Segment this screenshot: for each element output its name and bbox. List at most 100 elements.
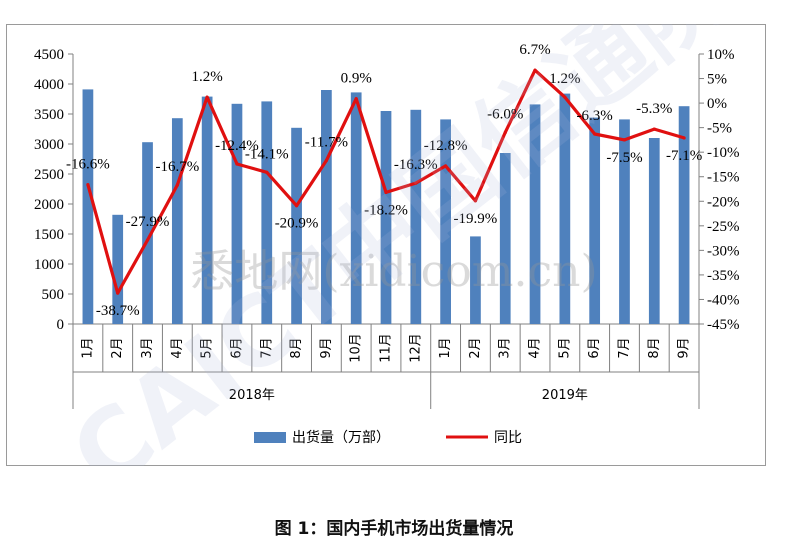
bar-shipments (261, 101, 273, 325)
figure-caption: 图 1：国内手机市场出货量情况 (274, 519, 514, 539)
legend-line-label: 同比 (494, 430, 522, 446)
left-tick-label: 0 (57, 317, 65, 333)
bar-shipments (82, 89, 94, 325)
yoy-data-label: -16.7% (155, 159, 199, 175)
yoy-point (563, 95, 567, 99)
bar-shipments (142, 142, 153, 324)
yoy-data-label: -11.7% (305, 135, 348, 151)
yoy-point (473, 199, 478, 203)
yoy-point (593, 132, 597, 136)
x-tick-label: 12月 (408, 333, 423, 363)
right-tick-label: -5% (707, 121, 732, 137)
right-tick-label: 5% (707, 72, 727, 88)
yoy-data-label: -7.1% (666, 148, 702, 164)
yoy-point (414, 181, 418, 185)
x-tick-label: 11月 (379, 333, 394, 363)
yoy-data-label: -19.9% (454, 211, 498, 227)
x-tick-label: 7月 (617, 337, 632, 358)
bar-shipments (380, 111, 392, 324)
x-tick-label: 8月 (289, 337, 304, 358)
yoy-point (86, 182, 90, 187)
left-tick-label: 3500 (34, 107, 64, 123)
right-tick-label: -45% (707, 317, 740, 333)
x-tick-label: 5月 (200, 337, 215, 358)
right-tick-label: -30% (707, 243, 740, 259)
yoy-data-label: -6.0% (487, 107, 523, 123)
bar-shipments (499, 153, 511, 324)
left-tick-label: 1000 (34, 257, 64, 273)
bar-shipments (350, 92, 362, 325)
x-tick-label: 8月 (647, 337, 662, 358)
x-tick-label: 2月 (468, 337, 483, 358)
right-tick-label: -10% (707, 145, 740, 161)
x-tick-label: 1月 (80, 337, 95, 358)
yoy-point (533, 68, 537, 72)
left-tick-label: 2500 (34, 167, 64, 183)
yoy-data-label: -38.7% (96, 303, 140, 319)
legend-bar-label: 出货量（万部） (292, 429, 390, 446)
yoy-point (622, 138, 627, 142)
yoy-point (444, 164, 448, 168)
yoy-point (205, 95, 209, 99)
left-tick-label: 1500 (34, 227, 64, 243)
yoy-point (324, 158, 328, 163)
x-tick-label: 10月 (349, 333, 364, 363)
yoy-data-label: -27.9% (126, 214, 170, 230)
yoy-data-label: 6.7% (519, 42, 550, 58)
yoy-point (145, 238, 150, 242)
x-tick-label: 6月 (229, 337, 244, 358)
x-tick-label: 3月 (498, 337, 513, 358)
right-tick-label: -35% (707, 268, 740, 284)
chart-frame: 0 500 1000 1500 2000 2500 3000 3500 4000 4500 -45%… (6, 24, 766, 466)
x-tick-label: 2月 (110, 337, 125, 358)
left-tick-label: 4500 (34, 47, 64, 63)
bar-shipments (410, 109, 422, 324)
bar-shipments (619, 119, 630, 325)
left-tick-label: 4000 (34, 77, 64, 93)
yoy-point (652, 127, 656, 131)
yoy-point (116, 291, 120, 295)
x-tick-label: 4月 (528, 337, 543, 358)
bar-shipments (201, 96, 213, 324)
x-tick-label: 6月 (587, 337, 602, 358)
x-tick-label: 9月 (677, 337, 692, 358)
yoy-data-label: -5.3% (636, 101, 672, 117)
bar-shipments (648, 138, 660, 324)
yoy-point (294, 204, 299, 208)
yoy-data-label: -16.6% (66, 157, 110, 173)
bar-shipments (171, 118, 183, 324)
bar-shipments (440, 119, 451, 325)
shipments-chart: 0 500 1000 1500 2000 2500 3000 3500 4000 4500 -45%… (6, 24, 766, 466)
bar-shipments (678, 106, 690, 324)
right-tick-label: -25% (707, 219, 740, 235)
bar-shipments (559, 93, 571, 324)
yoy-data-label: -14.1% (245, 146, 289, 162)
bar-shipments (529, 104, 541, 325)
right-tick-label: 0% (707, 96, 727, 112)
yoy-data-label: -20.9% (275, 216, 319, 232)
yoy-data-label: -7.5% (606, 150, 642, 166)
right-tick-label: -15% (707, 170, 740, 186)
yoy-data-label: -16.3% (394, 157, 438, 173)
left-tick-label: 2000 (34, 197, 64, 213)
yoy-point (503, 130, 507, 135)
yoy-point (235, 162, 239, 166)
yoy-data-label: 0.9% (341, 71, 372, 87)
left-tick-label: 500 (42, 287, 65, 303)
yoy-point (384, 190, 388, 195)
x-tick-label: 5月 (557, 337, 572, 358)
year-group-label: 2018年 (229, 388, 275, 403)
yoy-data-label: -18.2% (364, 202, 408, 218)
yoy-data-label: 1.2% (549, 71, 580, 87)
legend-bar-swatch (254, 432, 286, 443)
bar-shipments (112, 214, 124, 324)
yoy-point (682, 136, 686, 140)
yoy-data-label: -6.3% (577, 108, 613, 124)
yoy-data-label: 1.2% (192, 69, 223, 85)
yoy-point (265, 170, 269, 174)
x-tick-label: 7月 (259, 337, 274, 358)
yoy-point (354, 97, 358, 101)
yoy-data-label: -12.4% (215, 138, 259, 154)
right-tick-label: 10% (707, 47, 735, 63)
site-watermark: 悉地网(xidicom.cn) (190, 246, 597, 297)
